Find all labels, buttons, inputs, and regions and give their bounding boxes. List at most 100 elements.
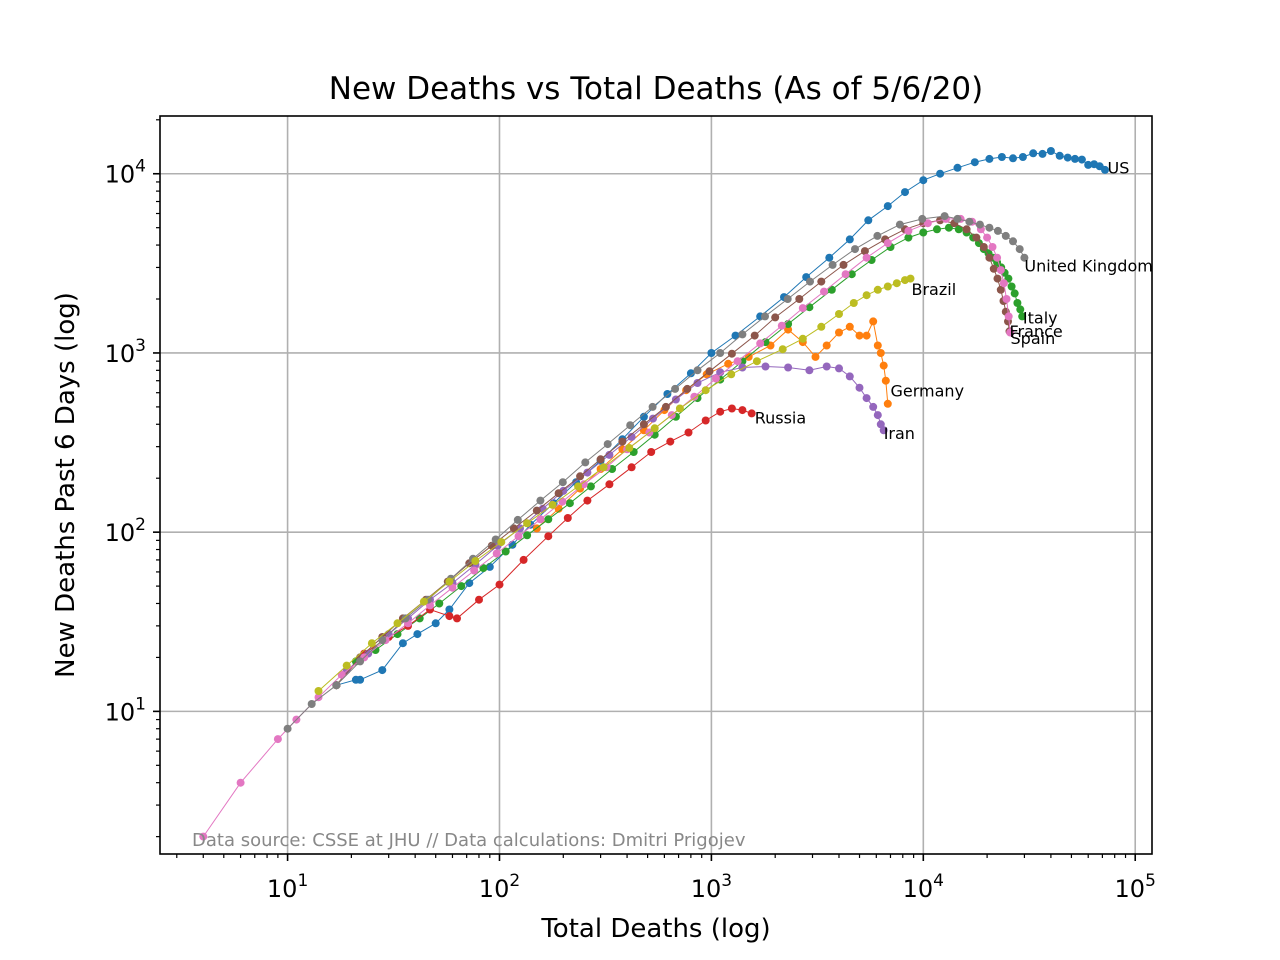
data-point-france: [705, 367, 714, 376]
series-label-russia: Russia: [755, 408, 806, 427]
data-point-brazil: [393, 619, 402, 628]
data-point-spain: [841, 270, 850, 279]
data-point-brazil: [574, 482, 583, 491]
x-tick-label: 103: [691, 871, 732, 903]
y-tick-label: 104: [105, 157, 146, 189]
data-point-germany: [822, 341, 831, 350]
data-point-russia: [519, 555, 528, 564]
data-point-brazil: [650, 424, 659, 433]
data-source-note: Data source: CSSE at JHU // Data calcula…: [192, 830, 746, 851]
data-point-germany: [879, 361, 888, 370]
data-point-spain: [711, 374, 720, 383]
data-point-france: [996, 285, 1005, 294]
data-point-iran: [862, 394, 871, 403]
data-point-us: [1029, 149, 1038, 158]
data-point-brazil: [342, 661, 351, 670]
data-point-spain: [996, 266, 1005, 275]
series-label-italy: Italy: [1023, 309, 1058, 328]
data-point-brazil: [849, 299, 858, 307]
data-point-united-kingdom: [307, 700, 316, 708]
data-point-united-kingdom: [993, 226, 1002, 235]
data-point-russia: [647, 448, 656, 456]
data-point-united-kingdom: [828, 260, 837, 269]
data-point-united-kingdom: [513, 515, 522, 524]
data-point-italy: [1016, 305, 1025, 314]
grid-lines: [160, 116, 1152, 854]
series-label-us: US: [1108, 159, 1130, 178]
data-point-iran: [693, 379, 702, 387]
data-point-france: [618, 437, 627, 446]
data-point-france: [771, 313, 780, 322]
data-point-russia: [666, 437, 675, 446]
data-point-brazil: [798, 334, 807, 343]
data-point-spain: [733, 357, 742, 366]
data-point-united-kingdom: [332, 681, 341, 690]
data-point-spain: [993, 253, 1002, 262]
data-point-france: [532, 506, 541, 515]
data-point-brazil: [817, 322, 826, 331]
data-point-us: [707, 349, 716, 357]
data-point-iran: [761, 362, 770, 371]
data-point-brazil: [906, 274, 915, 283]
data-point-us: [1084, 160, 1093, 169]
data-point-us: [378, 666, 387, 675]
data-point-brazil: [523, 519, 532, 528]
data-point-iran: [649, 414, 657, 423]
data-point-us: [1077, 155, 1086, 164]
data-point-united-kingdom: [1001, 231, 1010, 240]
data-point-france: [839, 260, 848, 269]
data-point-italy: [904, 233, 913, 242]
data-point-spain: [448, 583, 457, 592]
data-point-france: [554, 489, 563, 498]
data-point-iran: [876, 420, 885, 429]
data-point-brazil: [497, 538, 506, 547]
data-point-spain: [756, 339, 765, 348]
data-point-brazil: [727, 370, 736, 379]
data-point-spain: [1004, 312, 1013, 321]
data-point-spain: [904, 226, 913, 235]
data-point-spain: [1006, 328, 1015, 337]
data-point-germany: [869, 317, 878, 326]
data-point-germany: [845, 322, 854, 331]
data-point-france: [596, 455, 605, 464]
data-point-spain: [558, 497, 567, 506]
data-point-us: [985, 154, 994, 163]
data-point-spain: [314, 693, 323, 702]
y-tick-label: 102: [105, 515, 146, 547]
data-point-spain: [199, 832, 208, 841]
data-point-italy: [586, 482, 595, 491]
data-point-united-kingdom: [716, 349, 725, 357]
data-point-germany: [881, 376, 890, 385]
series-label-spain: Spain: [1011, 329, 1056, 348]
data-point-united-kingdom: [558, 478, 567, 487]
data-point-us: [639, 412, 648, 421]
data-point-us: [825, 253, 834, 262]
data-point-italy: [847, 270, 856, 279]
data-point-germany: [784, 325, 793, 334]
data-point-brazil: [862, 291, 871, 300]
data-point-brazil: [883, 282, 892, 291]
x-axis-ticks: 101 102 103 104 105: [267, 854, 1156, 903]
data-point-russia: [583, 496, 592, 505]
data-point-italy: [944, 223, 953, 232]
y-axis-ticks: 101 102 103 104: [105, 157, 160, 726]
data-point-us: [465, 579, 474, 588]
data-point-brazil: [445, 577, 454, 586]
data-point-united-kingdom: [1020, 253, 1029, 262]
data-point-france: [860, 247, 869, 256]
data-point-spain: [999, 279, 1008, 288]
data-point-united-kingdom: [693, 366, 702, 375]
data-point-spain: [923, 219, 932, 228]
data-point-italy: [933, 225, 941, 234]
data-point-iran: [855, 383, 864, 392]
series-label-united-kingdom: United Kingdom: [1024, 256, 1152, 275]
data-point-united-kingdom: [356, 657, 365, 666]
data-point-us: [1046, 147, 1055, 155]
data-point-italy: [457, 582, 466, 591]
data-point-russia: [747, 409, 756, 418]
data-point-russia: [727, 404, 736, 413]
data-point-united-kingdom: [603, 440, 612, 449]
data-point-united-kingdom: [965, 217, 974, 226]
data-point-brazil: [873, 285, 882, 294]
